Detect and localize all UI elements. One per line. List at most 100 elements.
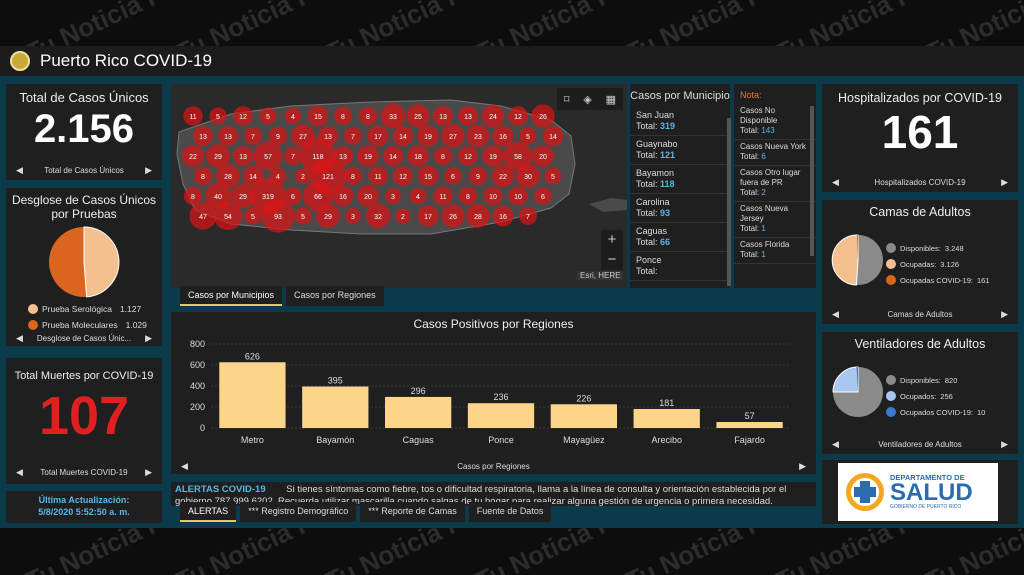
case-bubble[interactable] [316,204,340,228]
case-bubble[interactable] [244,127,262,145]
next-arrow-icon[interactable]: ▶ [145,467,152,477]
prev-arrow-icon[interactable]: ◀ [832,309,839,319]
municipio-scrollbar[interactable] [727,118,731,286]
bookmark-icon[interactable]: ⌑ [563,93,570,106]
case-bubble[interactable] [519,207,537,225]
next-arrow-icon[interactable]: ▶ [1001,177,1008,187]
case-bubble[interactable] [382,145,404,167]
case-bubble[interactable] [433,146,453,166]
case-bubble[interactable] [492,205,514,227]
case-bubble[interactable] [482,145,504,167]
case-bubble[interactable] [368,166,388,186]
case-bubble[interactable] [531,104,555,128]
next-arrow-icon[interactable]: ▶ [1001,439,1008,449]
case-bubble[interactable] [333,106,353,126]
case-bubble[interactable] [253,141,283,171]
case-bubble[interactable] [209,107,227,125]
prev-arrow-icon[interactable]: ◀ [16,165,23,175]
case-bubble[interactable] [417,125,439,147]
case-bubble[interactable] [233,106,253,126]
nota-list-item[interactable]: Casos Nueva Jersey Total: 1 [734,202,816,238]
case-bubble[interactable] [458,146,478,166]
case-bubble[interactable] [492,125,514,147]
case-bubble[interactable] [261,199,295,233]
case-bubble[interactable] [406,104,430,128]
case-bubble[interactable] [189,202,217,230]
case-bubble[interactable] [542,125,564,147]
case-bubble[interactable] [481,104,505,128]
case-bubble[interactable] [544,167,562,185]
case-bubble[interactable] [417,165,439,187]
case-bubble[interactable] [433,106,453,126]
prev-arrow-icon[interactable]: ◀ [832,439,839,449]
case-bubble[interactable] [294,207,312,225]
next-arrow-icon[interactable]: ▶ [145,165,152,175]
case-bubble[interactable] [407,145,429,167]
case-bubble[interactable] [284,147,302,165]
case-bubble[interactable] [307,105,329,127]
nota-scrollbar[interactable] [810,106,814,256]
case-bubble[interactable] [357,185,379,207]
case-bubble[interactable] [345,208,361,224]
cases-map[interactable]: 11 13 22 8 8 47 5 13 29 28 40 54 12 7 13 14 29 5 5 9 57 4 319 9… [171,84,627,288]
case-bubble[interactable] [441,204,465,228]
case-bubble[interactable] [515,163,541,189]
chart-bar[interactable] [716,422,783,428]
bottom-tabs-tab[interactable]: ALERTAS [180,502,237,522]
prev-arrow-icon[interactable]: ◀ [832,177,839,187]
prev-arrow-icon[interactable]: ◀ [181,461,188,471]
case-bubble[interactable] [433,186,453,206]
municipio-list-item[interactable]: Guaynabo Total: 121 [630,136,730,165]
case-bubble[interactable] [344,127,362,145]
case-bubble[interactable] [392,125,414,147]
case-bubble[interactable] [358,106,378,126]
case-bubble[interactable] [417,205,439,227]
case-bubble[interactable] [385,188,401,204]
next-arrow-icon[interactable]: ▶ [799,461,806,471]
prev-arrow-icon[interactable]: ◀ [16,467,23,477]
case-bubble[interactable] [213,201,243,231]
nota-list-item[interactable]: Casos Nueva York Total: 6 [734,140,816,166]
case-bubble[interactable] [483,186,503,206]
case-bubble[interactable] [303,181,333,211]
case-bubble[interactable] [409,187,427,205]
municipio-list-item[interactable]: Ponce Total: [630,252,730,281]
case-bubble[interactable] [367,125,389,147]
case-bubble[interactable] [193,126,213,146]
qr-icon[interactable]: ▦ [605,93,617,106]
case-bubble[interactable] [206,144,230,168]
map-tabs-tab[interactable]: Casos por Regiones [286,286,384,306]
case-bubble[interactable] [231,184,255,208]
next-arrow-icon[interactable]: ▶ [1001,309,1008,319]
case-bubble[interactable] [284,107,302,125]
municipio-list-item[interactable]: Carolina Total: 93 [630,194,730,223]
case-bubble[interactable] [508,186,528,206]
municipio-list-item[interactable]: San Juan Total: 319 [630,107,730,136]
vieques-island[interactable] [589,198,627,212]
bottom-tabs-tab[interactable]: *** Registro Demográfico [240,502,357,522]
next-arrow-icon[interactable]: ▶ [145,333,152,343]
case-bubble[interactable] [466,204,490,228]
prev-arrow-icon[interactable]: ◀ [16,333,23,343]
case-bubble[interactable] [458,186,478,206]
map-canvas[interactable]: 1113228847513292840541271314295595743199… [171,84,627,288]
case-bubble[interactable] [466,124,490,148]
case-bubble[interactable] [503,141,533,171]
case-bubble[interactable] [357,145,379,167]
chart-bar[interactable] [385,396,452,428]
case-bubble[interactable] [508,106,528,126]
chart-bar[interactable] [219,362,286,428]
case-bubble[interactable] [183,186,203,206]
map-tabs-tab[interactable]: Casos por Municipios [180,286,283,306]
case-bubble[interactable] [193,166,213,186]
nota-list-item[interactable]: Casos No Disponible Total: 143 [734,104,816,140]
chart-bar[interactable] [467,403,535,428]
case-bubble[interactable] [183,106,203,126]
municipio-list-item[interactable]: Caguas Total: 66 [630,223,730,252]
zoom-out-button[interactable]: − [607,251,617,268]
case-bubble[interactable] [534,187,552,205]
case-bubble[interactable] [268,126,288,146]
layers-icon[interactable]: ◈ [583,93,592,106]
case-bubble[interactable] [216,164,240,188]
case-bubble[interactable] [519,127,537,145]
